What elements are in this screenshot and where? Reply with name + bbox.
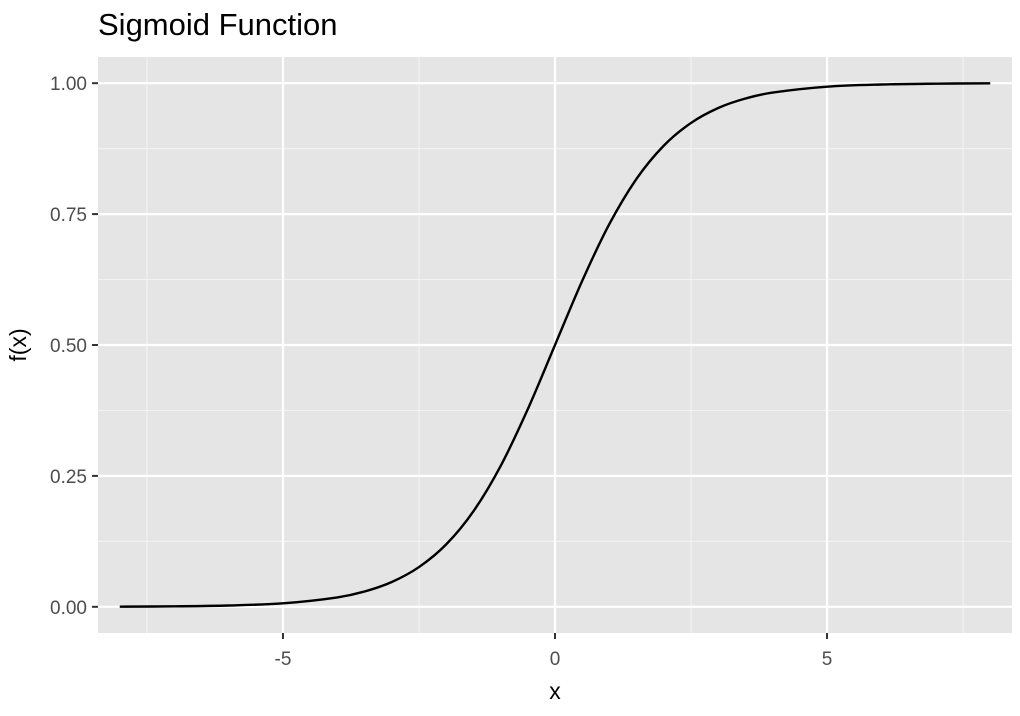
sigmoid-line bbox=[119, 82, 991, 608]
y-tick-label: 0.50 bbox=[50, 336, 87, 357]
y-axis-title: f(x) bbox=[5, 328, 31, 361]
y-axis: 0.00 0.25 0.50 0.75 1.00 bbox=[50, 74, 98, 619]
x-axis: -5 0 5 bbox=[275, 633, 833, 670]
y-tick-label: 1.00 bbox=[50, 74, 87, 95]
x-tick-label: 0 bbox=[550, 649, 561, 670]
x-tick-label: 5 bbox=[822, 649, 833, 670]
x-axis-title: x bbox=[549, 678, 561, 704]
x-tick-label: -5 bbox=[275, 649, 292, 670]
chart-title: Sigmoid Function bbox=[98, 7, 338, 42]
y-tick-label: 0.00 bbox=[50, 598, 87, 619]
y-tick-label: 0.25 bbox=[50, 467, 87, 488]
y-tick-label: 0.75 bbox=[50, 205, 87, 226]
